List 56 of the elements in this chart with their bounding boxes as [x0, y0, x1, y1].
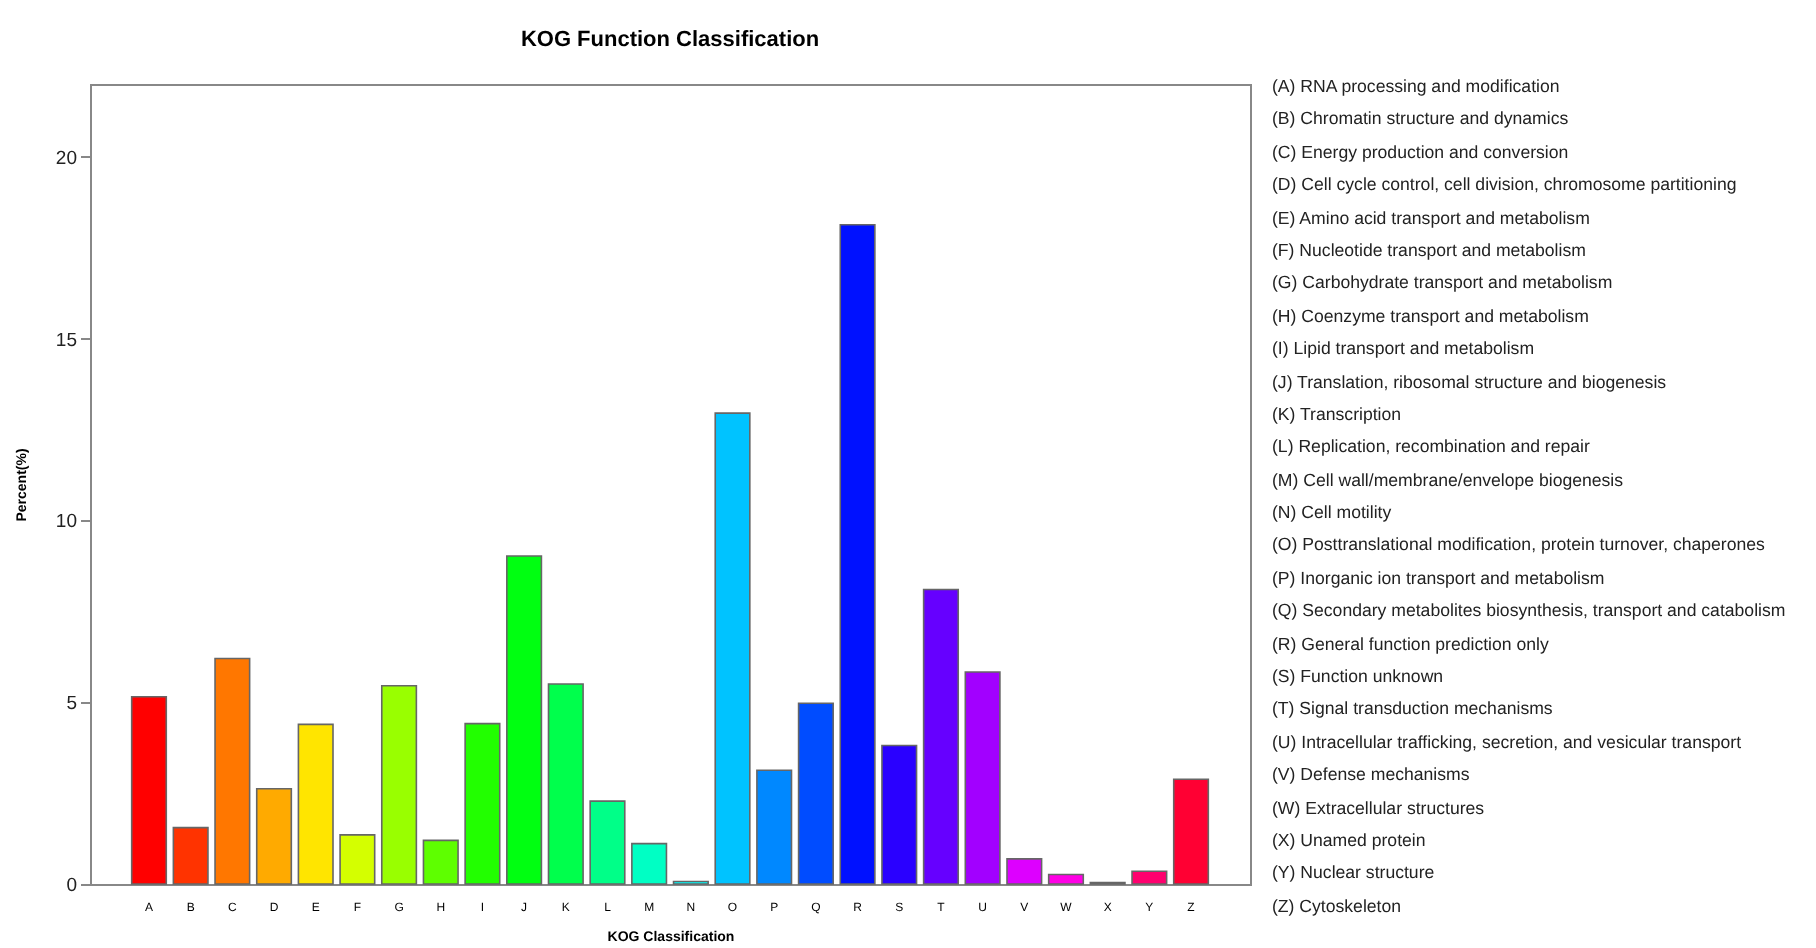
bar: [922, 588, 960, 885]
text: (V) Defense mechanisms: [1272, 762, 1472, 789]
bar: [380, 685, 418, 885]
bar: [547, 683, 584, 885]
y-tick-label: 5: [66, 693, 77, 716]
bar: [422, 839, 459, 885]
bar: [297, 723, 334, 885]
bar: [1047, 873, 1085, 885]
bar: [339, 834, 376, 885]
text: (R) General function prediction only: [1272, 631, 1551, 658]
bar: [964, 671, 1001, 885]
text: (P) Inorganic ion transport and metabolism: [1272, 565, 1607, 592]
bar: [1172, 778, 1210, 885]
bar: [631, 842, 668, 885]
bar: [506, 555, 543, 885]
text: (Y) Nuclear structure: [1272, 860, 1437, 887]
text: (B) Chromatin structure and dynamics: [1272, 106, 1571, 133]
text: (A) RNA processing and modification: [1272, 74, 1562, 100]
text: (M) Cell wall/membrane/envelope biogenesis: [1272, 467, 1626, 494]
y-tick-label: 20: [55, 147, 77, 170]
text: (E) Amino acid transport and metabolism: [1272, 205, 1592, 232]
bar: [839, 223, 876, 885]
text: (W) Extracellular structures: [1272, 795, 1487, 822]
y-tick-label: 10: [55, 511, 77, 534]
text: (K) Transcription: [1272, 401, 1404, 428]
bar: [1131, 870, 1168, 885]
text: (Q) Secondary metabolites biosynthesis, transport and catabolism: [1272, 598, 1786, 625]
text: (N) Cell motility: [1272, 500, 1394, 527]
text: (L) Replication, recombination and repair: [1272, 434, 1592, 461]
bar: [589, 800, 626, 885]
bar: [172, 826, 209, 885]
bar: [756, 769, 793, 885]
bar: [714, 412, 751, 885]
bar: [464, 722, 501, 885]
text: (D) Cell cycle control, cell division, chromosome partitioning: [1272, 172, 1739, 199]
text: (U) Intracellular trafficking, secretion, and vesicular transport: [1272, 729, 1744, 756]
text: (I) Lipid transport and metabolism: [1272, 336, 1537, 363]
chart-title: KOG Function Classification: [520, 28, 820, 52]
text: (J) Translation, ribosomal structure and biogenesis: [1272, 369, 1669, 396]
bar: [881, 744, 918, 885]
text: (Z) Cytoskeleton: [1272, 893, 1404, 920]
bar: [130, 695, 168, 885]
text: (S) Function unknown: [1272, 664, 1446, 691]
text: (C) Energy production and conversion: [1272, 139, 1571, 166]
y-tick-label: 15: [55, 329, 77, 352]
text: (X) Unamed protein: [1272, 827, 1428, 854]
text: (T) Signal transduction mechanisms: [1272, 696, 1555, 723]
text: (F) Nucleotide transport and metabolism: [1272, 237, 1588, 264]
y-tick-label: 0: [66, 875, 77, 897]
bar: [255, 787, 293, 885]
bar: [797, 702, 834, 885]
bar: [214, 657, 251, 885]
text: (G) Carbohydrate transport and metabolism: [1272, 270, 1615, 297]
bar: [1006, 858, 1043, 885]
text: (O) Posttranslational modification, protein turnover, chaperones: [1272, 532, 1767, 559]
text: (H) Coenzyme transport and metabolism: [1272, 303, 1591, 330]
